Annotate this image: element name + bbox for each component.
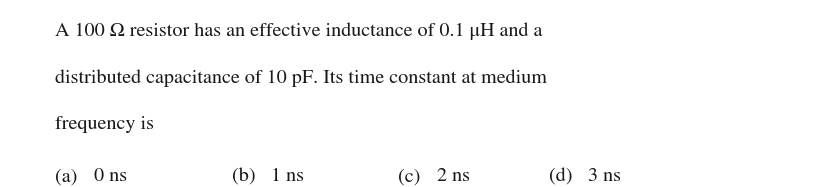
Text: 2 ns: 2 ns: [437, 168, 471, 186]
Text: 1 ns: 1 ns: [271, 168, 304, 186]
Text: (d): (d): [549, 168, 572, 186]
Text: (c): (c): [398, 168, 421, 186]
Text: A 100 Ω resistor has an effective inductance of 0.1 μH and a: A 100 Ω resistor has an effective induct…: [55, 22, 542, 40]
Text: 0 ns: 0 ns: [94, 168, 128, 186]
Text: frequency is: frequency is: [55, 116, 154, 133]
Text: 3 ns: 3 ns: [588, 168, 621, 186]
Text: (b): (b): [232, 168, 255, 186]
Text: distributed capacitance of 10 pF. Its time constant at medium: distributed capacitance of 10 pF. Its ti…: [55, 69, 547, 87]
Text: (a): (a): [55, 168, 78, 186]
